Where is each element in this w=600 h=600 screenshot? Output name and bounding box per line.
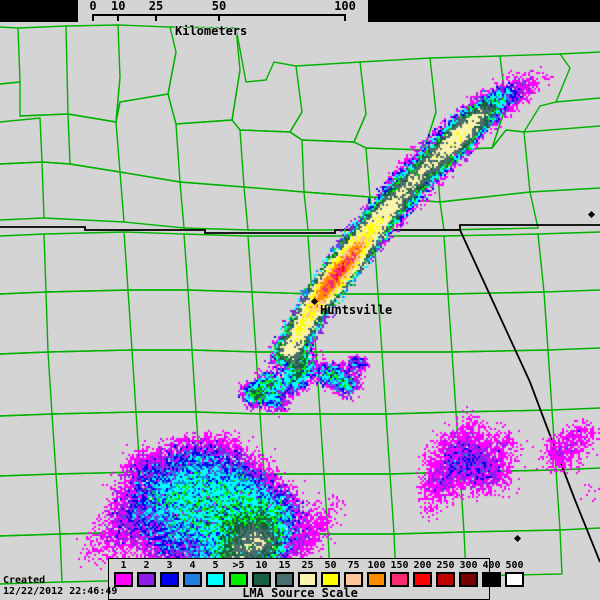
legend-swatch-color-25 bbox=[298, 572, 317, 587]
created-timestamp: 12/22/2012 22:46:49 bbox=[3, 586, 118, 597]
legend-swatch-500[interactable]: 500 bbox=[503, 560, 526, 587]
legend-swatch-color-250 bbox=[436, 572, 455, 587]
legend-swatch-label-400: 400 bbox=[482, 560, 501, 571]
legend-swatch-50[interactable]: 50 bbox=[319, 560, 342, 587]
legend-swatch-color-75 bbox=[344, 572, 363, 587]
city-name-label: Huntsville bbox=[320, 303, 393, 317]
legend-swatch-100[interactable]: 100 bbox=[365, 560, 388, 587]
scale-bar-tick-label-50: 50 bbox=[211, 0, 227, 13]
legend-swatch-250[interactable]: 250 bbox=[434, 560, 457, 587]
legend-swatch-label-50: 50 bbox=[324, 560, 337, 571]
scale-bar-tick-label-25: 25 bbox=[148, 0, 164, 13]
scale-bar: 0 10 25 50 100 bbox=[78, 0, 368, 22]
legend-swatch-300[interactable]: 300 bbox=[457, 560, 480, 587]
legend-swatch-label-2: 2 bbox=[143, 560, 150, 571]
legend-swatch-color-50 bbox=[321, 572, 340, 587]
scale-bar-tick-label-100: 100 bbox=[334, 0, 356, 13]
legend-swatch-label-500: 500 bbox=[505, 560, 524, 571]
legend-swatch-color->5 bbox=[229, 572, 248, 587]
legend-swatch-15[interactable]: 15 bbox=[273, 560, 296, 587]
legend-swatch-label-250: 250 bbox=[436, 560, 455, 571]
legend-swatch-label-150: 150 bbox=[390, 560, 409, 571]
legend-swatch-color-100 bbox=[367, 572, 386, 587]
legend-swatch-color-4 bbox=[183, 572, 202, 587]
legend-swatch-150[interactable]: 150 bbox=[388, 560, 411, 587]
legend-swatch-3[interactable]: 3 bbox=[158, 560, 181, 587]
legend-swatch-color-5 bbox=[206, 572, 225, 587]
legend-swatch-5[interactable]: 5 bbox=[204, 560, 227, 587]
scale-bar-tick-0 bbox=[92, 14, 94, 21]
legend-swatch-10[interactable]: 10 bbox=[250, 560, 273, 587]
legend-swatch-label-100: 100 bbox=[367, 560, 386, 571]
scale-bar-tick-25 bbox=[155, 14, 157, 21]
created-stamp: Created 12/22/2012 22:46:49 bbox=[3, 575, 117, 597]
legend-swatch-label-4: 4 bbox=[189, 560, 196, 571]
legend-swatch->5[interactable]: >5 bbox=[227, 560, 250, 587]
scale-bar-unit-label: Kilometers bbox=[175, 24, 248, 38]
legend-swatch-label-75: 75 bbox=[347, 560, 360, 571]
legend-swatch-label-15: 15 bbox=[278, 560, 291, 571]
legend-swatch-color-10 bbox=[252, 572, 271, 587]
scalebar-strip: 0 10 25 50 100 bbox=[0, 0, 600, 22]
legend-swatch-label->5: >5 bbox=[232, 560, 245, 571]
lma-source-scale-legend: 1 2 3 4 5 >5 10 15 25 50 75 100 150 200 250 300 400 500 L… bbox=[108, 558, 524, 600]
created-label: Created bbox=[3, 575, 46, 586]
legend-swatch-1[interactable]: 1 bbox=[112, 560, 135, 587]
legend-swatch-label-10: 10 bbox=[255, 560, 268, 571]
legend-swatch-200[interactable]: 200 bbox=[411, 560, 434, 587]
legend-swatch-color-15 bbox=[275, 572, 294, 587]
legend-swatch-25[interactable]: 25 bbox=[296, 560, 319, 587]
map-canvas[interactable]: Huntsville bbox=[0, 22, 600, 600]
legend-swatch-color-500 bbox=[505, 572, 524, 587]
legend-swatch-color-1 bbox=[114, 572, 133, 587]
scale-bar-tick-10 bbox=[117, 14, 120, 21]
legend-swatch-row: 1 2 3 4 5 >5 10 15 25 50 75 100 150 200 250 300 400 500 bbox=[112, 560, 526, 587]
legend-swatch-400[interactable]: 400 bbox=[480, 560, 503, 587]
legend-title: LMA Source Scale bbox=[242, 586, 358, 600]
legend-swatch-color-3 bbox=[160, 572, 179, 587]
legend-swatch-color-400 bbox=[482, 572, 501, 587]
legend-swatch-2[interactable]: 2 bbox=[135, 560, 158, 587]
legend-swatch-label-5: 5 bbox=[212, 560, 219, 571]
scale-bar-tick-label-10: 10 bbox=[111, 0, 126, 13]
scale-bar-tick-label-0: 0 bbox=[89, 0, 97, 13]
scale-bar-tick-50 bbox=[218, 14, 220, 21]
legend-swatch-label-3: 3 bbox=[166, 560, 173, 571]
legend-swatch-label-1: 1 bbox=[120, 560, 127, 571]
legend-swatch-color-300 bbox=[459, 572, 478, 587]
legend-swatch-4[interactable]: 4 bbox=[181, 560, 204, 587]
legend-swatch-color-2 bbox=[137, 572, 156, 587]
lma-source-density-layer bbox=[0, 22, 600, 600]
legend-swatch-label-25: 25 bbox=[301, 560, 314, 571]
scale-bar-tick-100 bbox=[344, 14, 346, 21]
legend-swatch-color-200 bbox=[413, 572, 432, 587]
legend-swatch-color-150 bbox=[390, 572, 409, 587]
legend-swatch-75[interactable]: 75 bbox=[342, 560, 365, 587]
legend-swatch-label-200: 200 bbox=[413, 560, 432, 571]
legend-swatch-label-300: 300 bbox=[459, 560, 478, 571]
